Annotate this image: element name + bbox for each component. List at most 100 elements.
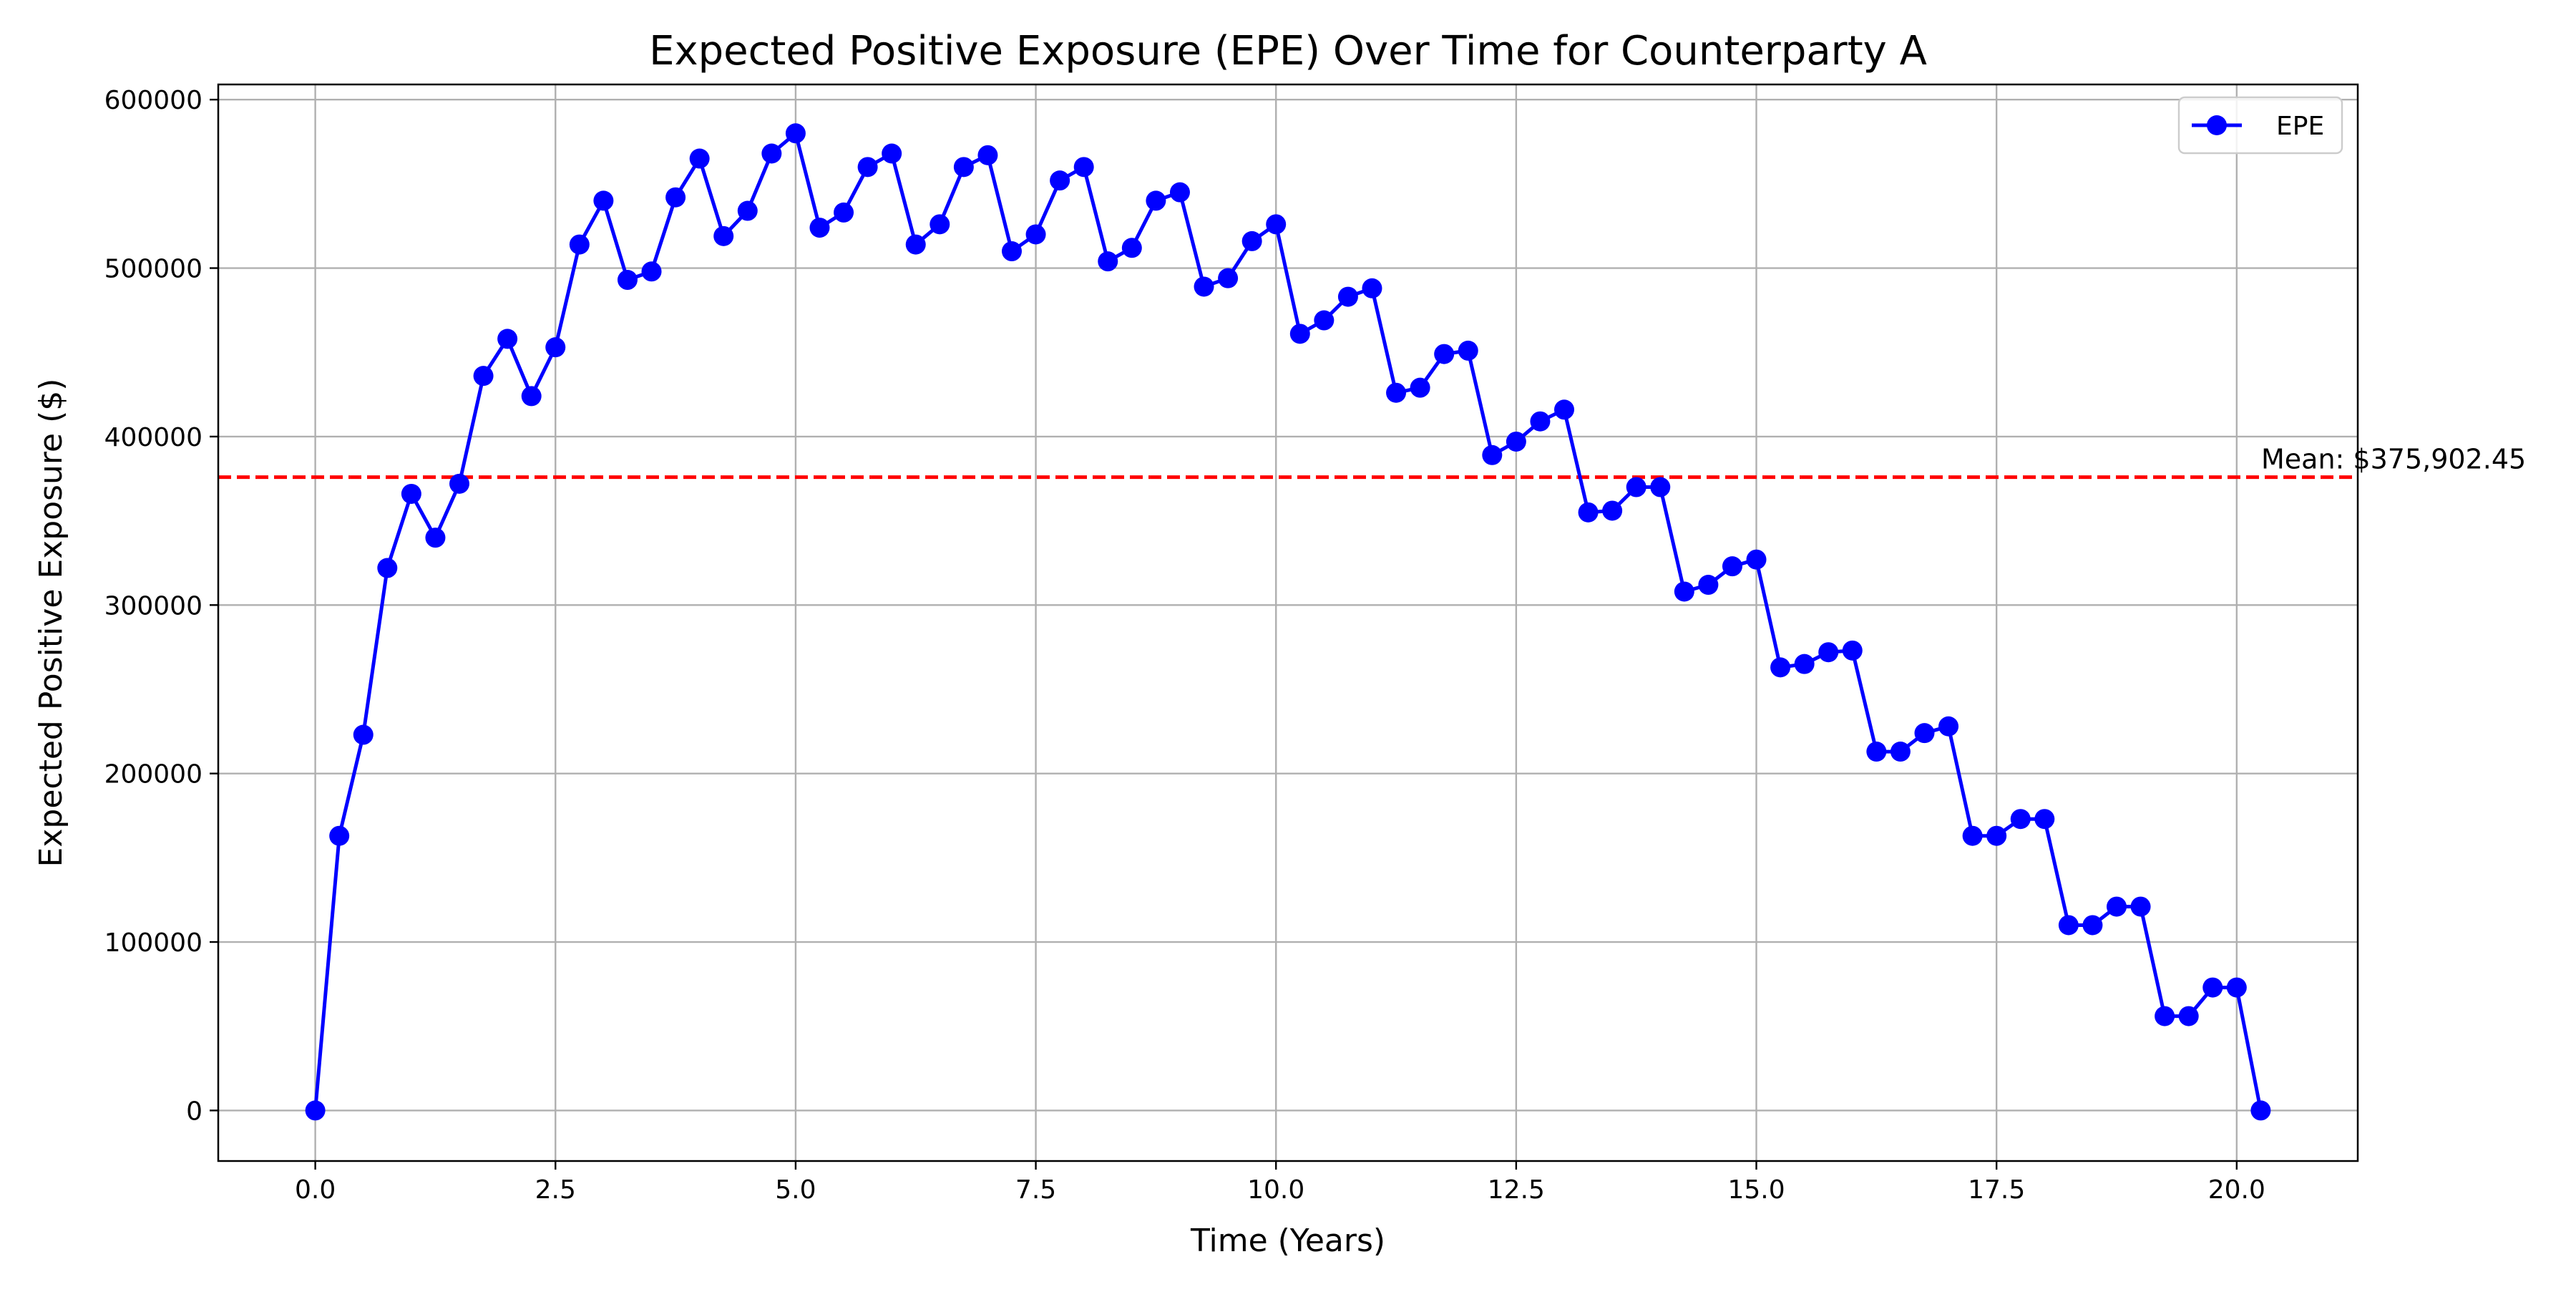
x-tick-label: 2.5 bbox=[535, 1175, 576, 1205]
data-point bbox=[2010, 809, 2031, 830]
x-tick-label: 0.0 bbox=[295, 1175, 336, 1205]
data-point bbox=[665, 187, 686, 208]
x-tick-label: 5.0 bbox=[775, 1175, 816, 1205]
data-point bbox=[2107, 896, 2127, 917]
data-point bbox=[2202, 977, 2223, 998]
data-point bbox=[1289, 324, 1310, 344]
data-point bbox=[2250, 1100, 2271, 1121]
data-point bbox=[785, 123, 806, 144]
data-point bbox=[1530, 411, 1551, 432]
data-point bbox=[1506, 431, 1526, 452]
tick-layer: 0.0 2.5 5.0 7.5 10.0 12.5 15.0 17.5 20.0 0 100000 2… bbox=[104, 86, 2265, 1205]
data-point bbox=[809, 218, 830, 238]
data-point bbox=[617, 270, 638, 291]
data-point bbox=[353, 724, 374, 745]
data-point bbox=[1050, 170, 1070, 191]
legend-marker-swatch bbox=[2207, 115, 2227, 135]
data-point bbox=[593, 190, 614, 211]
data-point bbox=[1746, 549, 1767, 570]
data-point bbox=[1914, 723, 1935, 744]
data-point bbox=[1146, 190, 1166, 211]
data-point bbox=[1386, 382, 1407, 403]
data-point bbox=[1698, 575, 1719, 596]
data-point bbox=[425, 528, 446, 548]
data-point bbox=[377, 558, 398, 578]
series-layer bbox=[305, 123, 2271, 1121]
data-point bbox=[641, 261, 662, 282]
data-point bbox=[401, 483, 421, 504]
data-point bbox=[1458, 340, 1478, 361]
data-point bbox=[761, 143, 782, 164]
data-point bbox=[1602, 500, 1623, 521]
data-point bbox=[1241, 230, 1262, 251]
data-point bbox=[1554, 399, 1575, 420]
series-line bbox=[313, 131, 2263, 1111]
y-tick-label: 100000 bbox=[104, 928, 203, 958]
data-point bbox=[1121, 238, 1142, 258]
data-point bbox=[1410, 377, 1430, 398]
data-point bbox=[1169, 182, 1190, 203]
x-tick-label: 17.5 bbox=[1968, 1175, 2025, 1205]
data-point bbox=[882, 143, 902, 164]
data-point bbox=[1073, 157, 1094, 178]
data-point bbox=[953, 157, 974, 178]
data-point bbox=[1194, 276, 1214, 297]
data-point bbox=[2226, 977, 2247, 998]
data-point bbox=[545, 337, 566, 358]
data-point bbox=[473, 366, 494, 387]
grid-layer bbox=[218, 84, 2358, 1161]
data-point bbox=[1986, 825, 2007, 846]
data-point bbox=[2130, 896, 2151, 917]
data-point bbox=[1866, 742, 1887, 762]
data-point bbox=[2155, 1006, 2175, 1026]
legend-box bbox=[2177, 96, 2343, 155]
data-point bbox=[1794, 654, 1815, 674]
x-tick-label: 7.5 bbox=[1015, 1175, 1056, 1205]
y-tick-label: 200000 bbox=[104, 760, 203, 790]
data-point bbox=[977, 145, 998, 165]
data-point bbox=[2058, 915, 2079, 936]
data-point bbox=[737, 200, 758, 221]
data-point bbox=[1818, 642, 1839, 663]
x-tick-label: 15.0 bbox=[1727, 1175, 1785, 1205]
y-axis-label: Expected Positive Exposure ($) bbox=[33, 379, 69, 868]
data-point bbox=[1434, 344, 1455, 364]
data-point bbox=[905, 234, 926, 255]
chart-title: Expected Positive Exposure (EPE) Over Ti… bbox=[649, 28, 1927, 74]
data-point bbox=[449, 473, 469, 494]
data-point bbox=[1001, 241, 1022, 262]
data-point bbox=[689, 148, 710, 169]
data-point bbox=[1362, 278, 1382, 298]
legend: EPE bbox=[2177, 96, 2343, 155]
plot-frame bbox=[217, 83, 2359, 1162]
y-tick-label: 400000 bbox=[104, 423, 203, 452]
data-point bbox=[521, 386, 542, 407]
data-point bbox=[329, 825, 350, 846]
data-point bbox=[1098, 251, 1118, 272]
data-point bbox=[1266, 214, 1287, 235]
data-point bbox=[834, 202, 854, 223]
data-point bbox=[1890, 742, 1911, 762]
legend-label: EPE bbox=[2276, 112, 2324, 141]
y-tick-label: 500000 bbox=[104, 255, 203, 284]
data-point bbox=[713, 225, 734, 246]
mean-layer: Mean: $375,902.45 bbox=[218, 444, 2526, 480]
data-point bbox=[1962, 825, 1983, 846]
data-point bbox=[1650, 477, 1671, 497]
data-point bbox=[1337, 286, 1358, 307]
data-point bbox=[1578, 502, 1599, 523]
data-point bbox=[1482, 445, 1503, 465]
data-point bbox=[1626, 477, 1646, 497]
x-tick-label: 20.0 bbox=[2208, 1175, 2265, 1205]
data-point bbox=[1314, 310, 1335, 331]
x-tick-label: 12.5 bbox=[1488, 1175, 1545, 1205]
data-point bbox=[2178, 1006, 2199, 1026]
data-point bbox=[2034, 809, 2055, 830]
y-tick-label: 600000 bbox=[104, 86, 203, 115]
data-point bbox=[1722, 556, 1742, 577]
data-point bbox=[930, 214, 950, 235]
y-tick-label: 0 bbox=[186, 1097, 203, 1126]
x-tick-label: 10.0 bbox=[1247, 1175, 1304, 1205]
